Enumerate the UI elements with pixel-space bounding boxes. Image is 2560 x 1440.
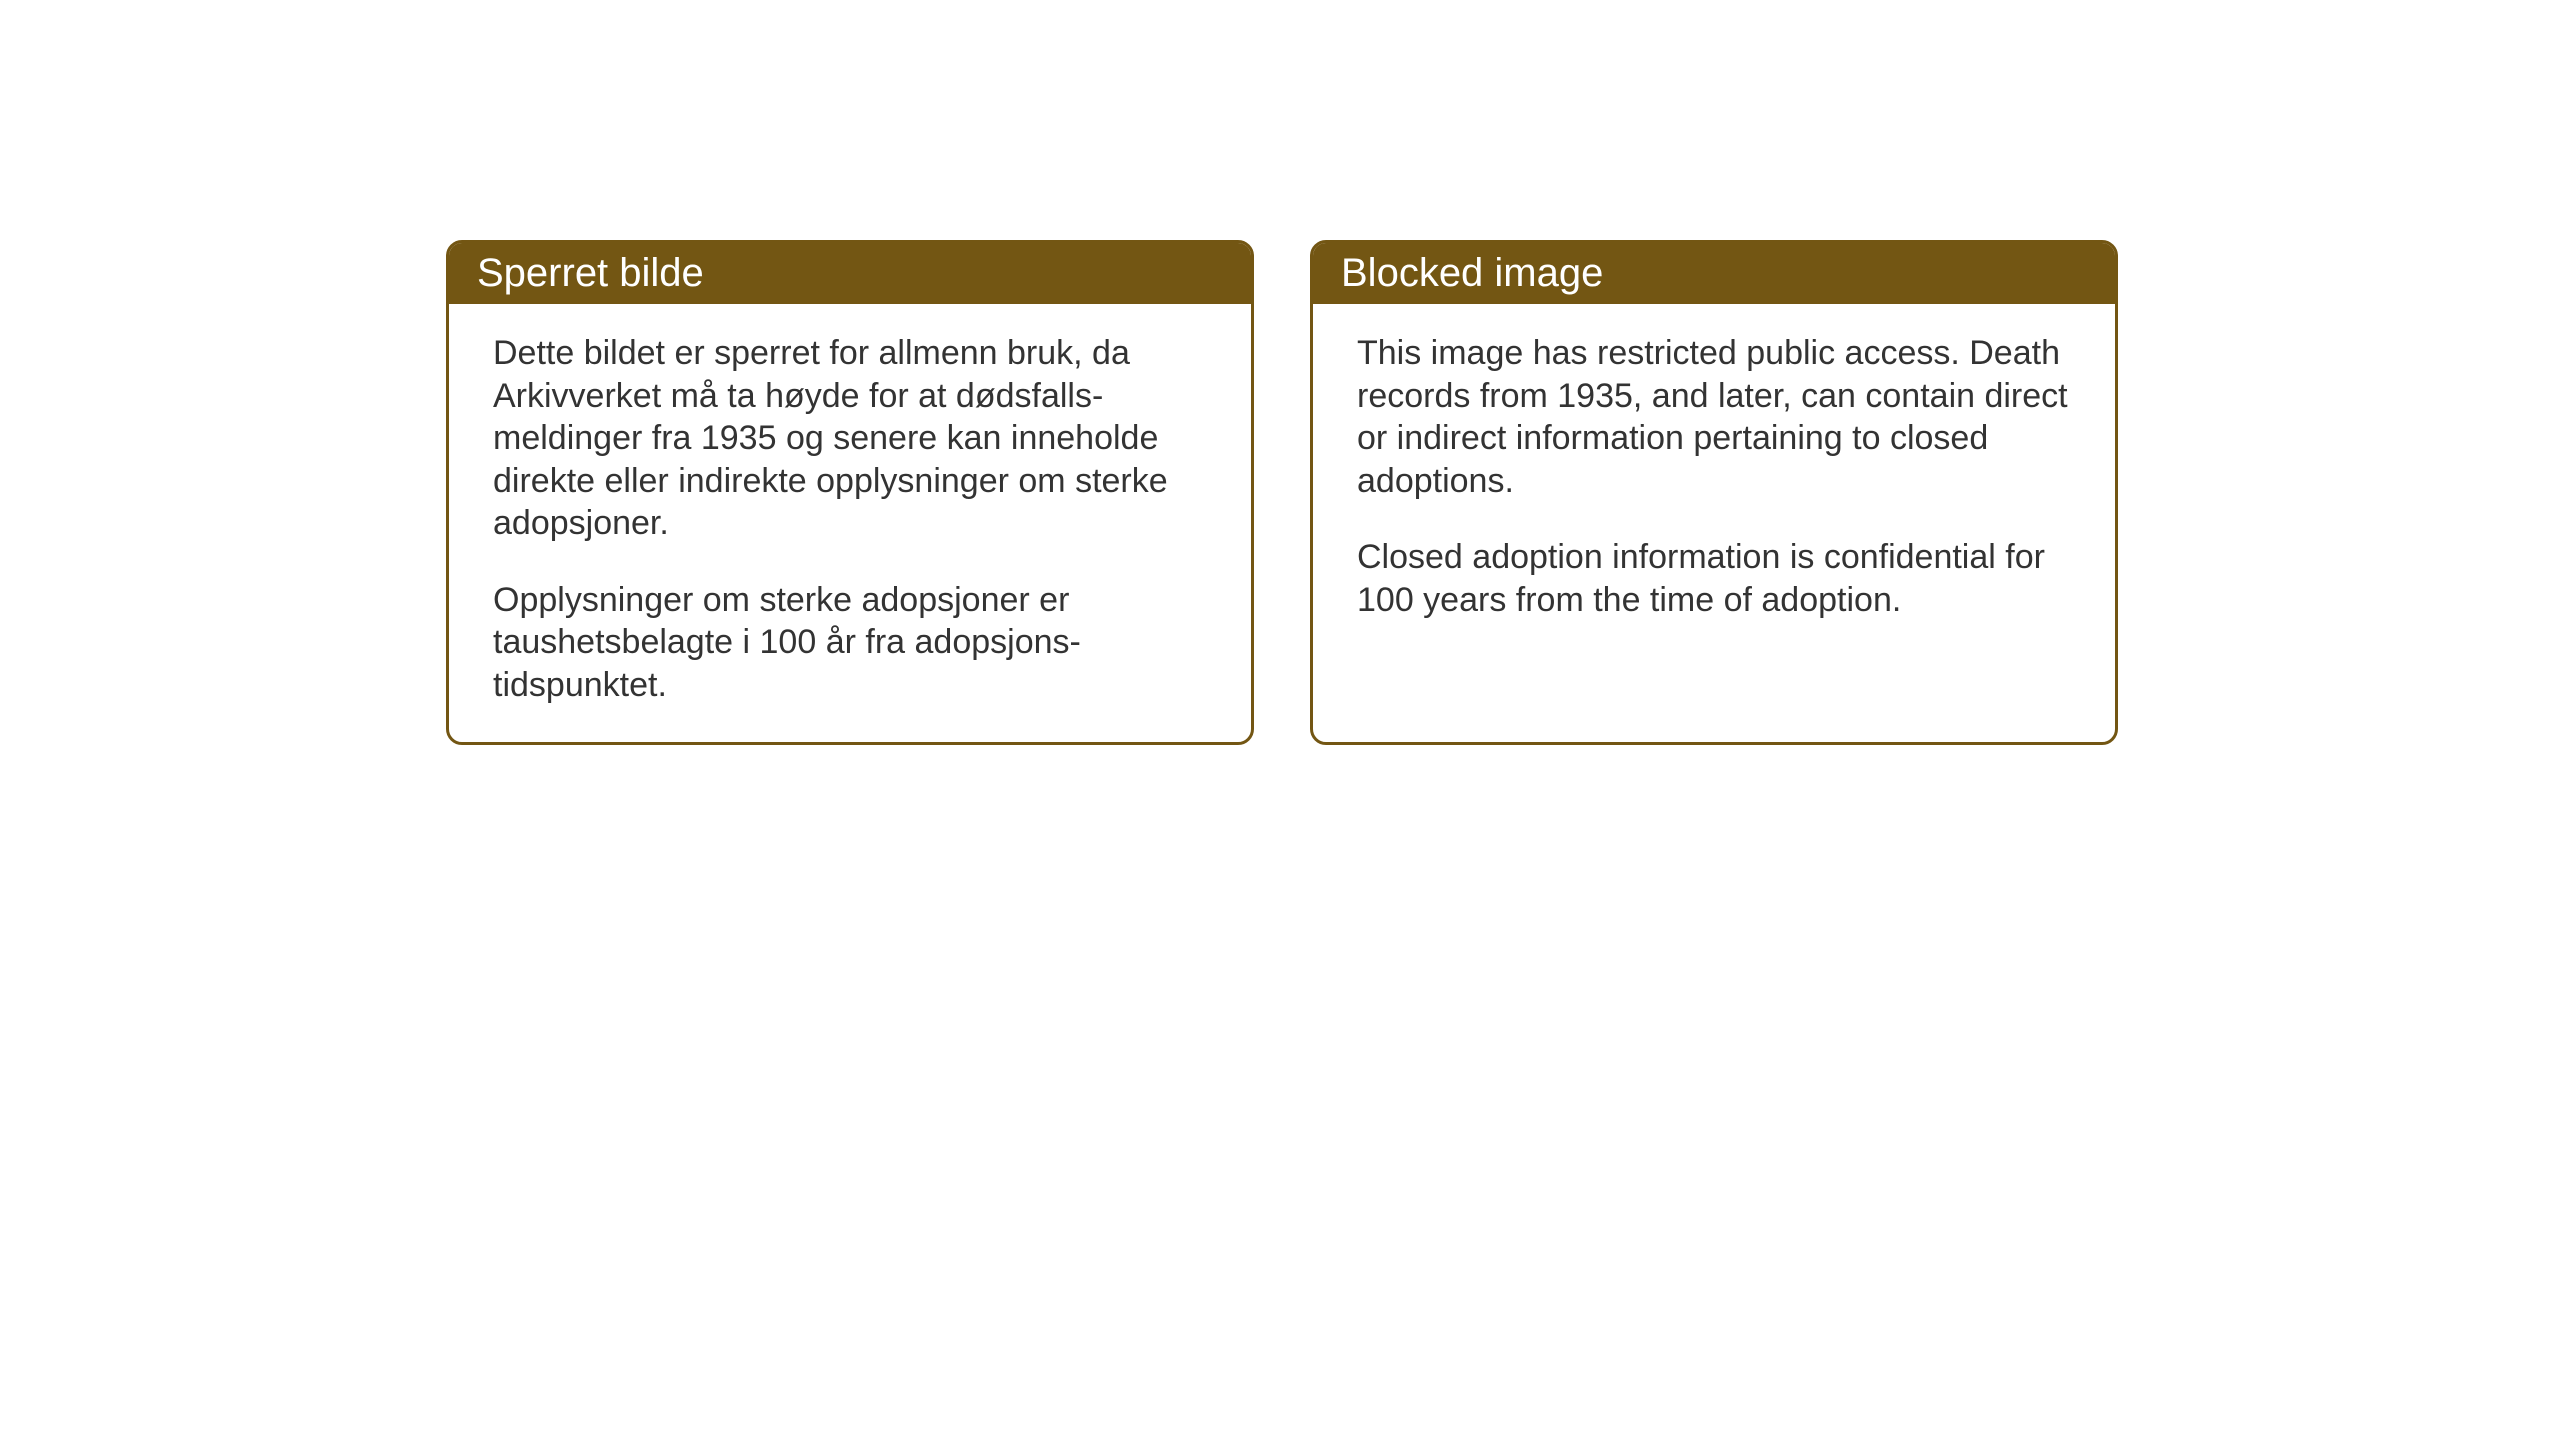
notice-box-norwegian: Sperret bilde Dette bildet er sperret fo…	[446, 240, 1254, 745]
notice-header-english: Blocked image	[1313, 243, 2115, 304]
notice-header-norwegian: Sperret bilde	[449, 243, 1251, 304]
notice-paragraph: Opplysninger om sterke adopsjoner er tau…	[493, 579, 1207, 707]
notice-container: Sperret bilde Dette bildet er sperret fo…	[446, 240, 2118, 745]
notice-body-norwegian: Dette bildet er sperret for allmenn bruk…	[449, 304, 1251, 742]
notice-paragraph: Closed adoption information is confident…	[1357, 536, 2071, 621]
notice-paragraph: This image has restricted public access.…	[1357, 332, 2071, 502]
notice-paragraph: Dette bildet er sperret for allmenn bruk…	[493, 332, 1207, 545]
notice-box-english: Blocked image This image has restricted …	[1310, 240, 2118, 745]
notice-body-english: This image has restricted public access.…	[1313, 304, 2115, 657]
